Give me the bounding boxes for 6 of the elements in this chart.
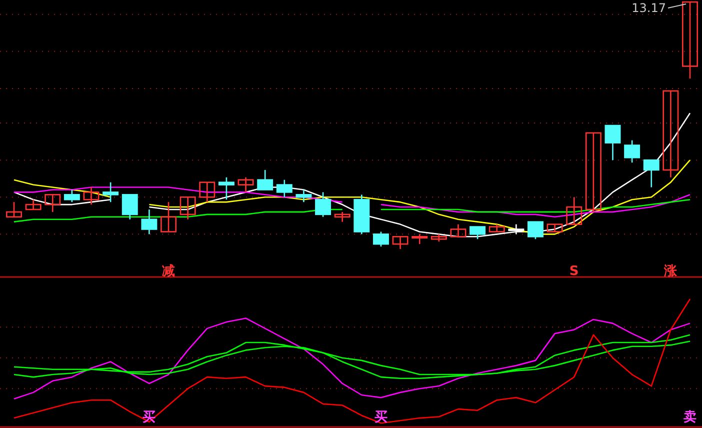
x-tick-label: 涨 [663,264,678,279]
annotation: 13.17 [632,1,666,15]
x-tick-label: 减 [162,264,176,279]
x-tick-label: 买 [374,410,388,425]
x-tick-label: S [569,264,579,279]
x-tick-label: 卖 [684,410,696,425]
